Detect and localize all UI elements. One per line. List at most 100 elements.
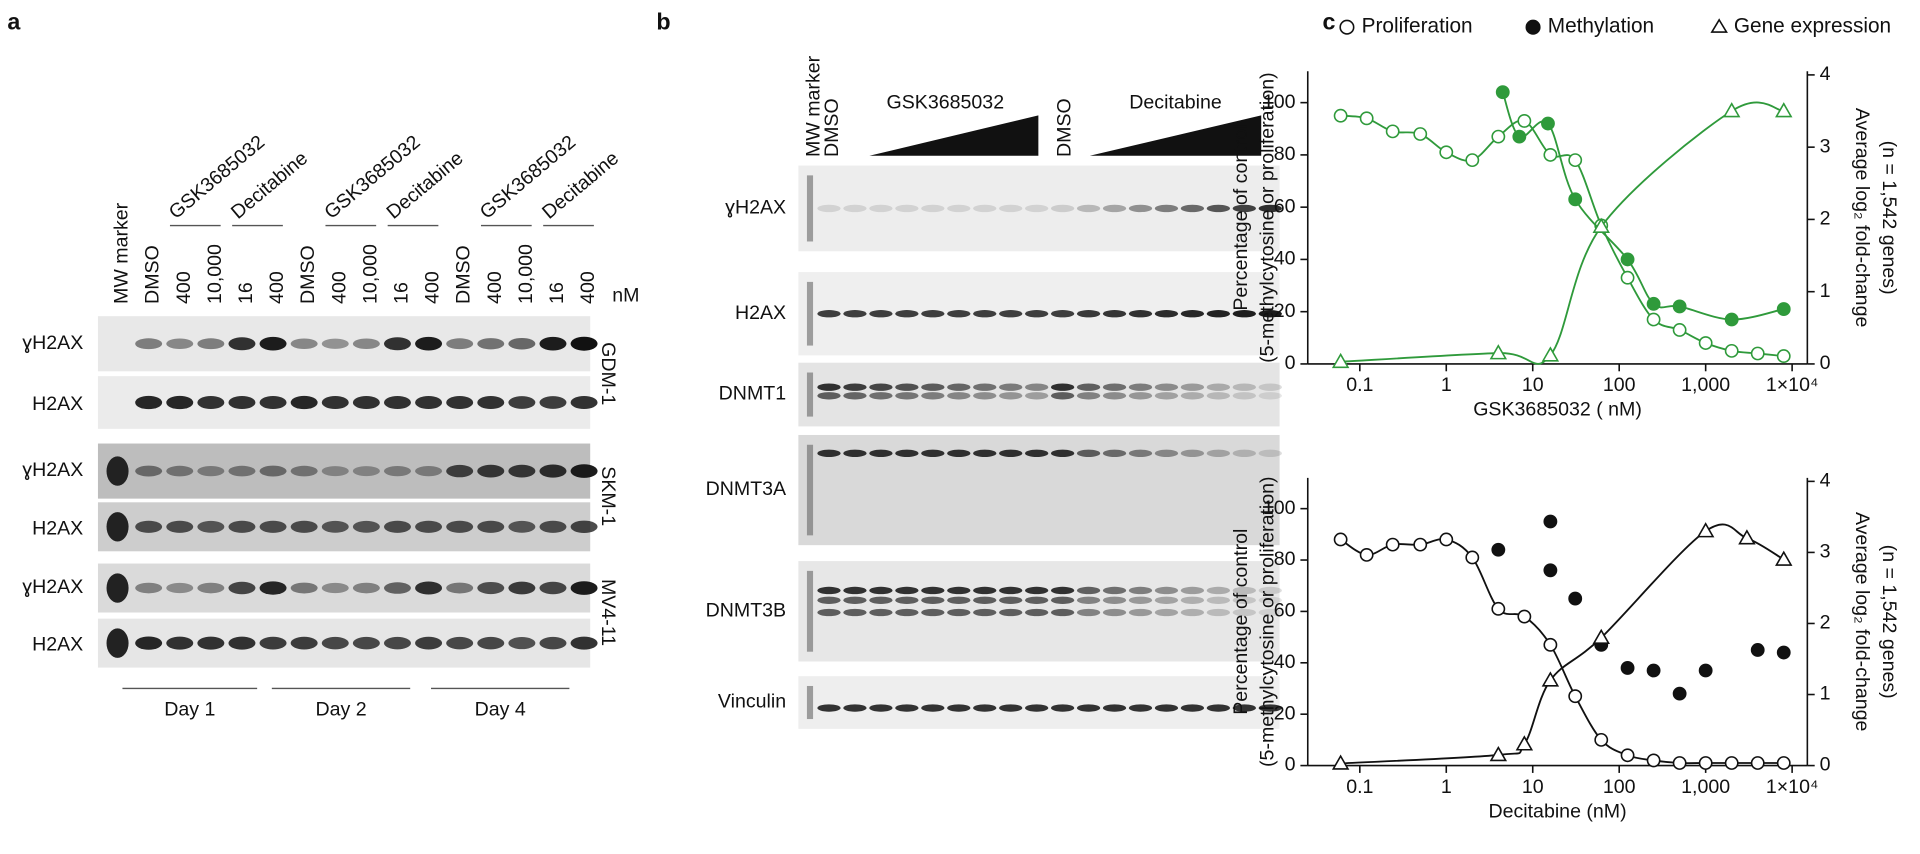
y-tick-label: 100 [1263, 91, 1296, 113]
y-tick-label: 60 [1274, 600, 1296, 622]
band [1025, 204, 1049, 213]
band [415, 636, 443, 650]
band [1154, 383, 1179, 391]
y2-tick-label: 2 [1820, 208, 1831, 230]
band [947, 449, 971, 457]
y2-tick-label: 1 [1820, 683, 1831, 705]
dose-wedge [1089, 115, 1262, 156]
band [1206, 586, 1230, 595]
band [1232, 449, 1256, 457]
point [1489, 344, 1508, 360]
legend-marker [1525, 19, 1541, 35]
series-line [1340, 538, 1784, 765]
band [384, 395, 411, 410]
point [1439, 532, 1454, 547]
band [477, 464, 505, 478]
band [1154, 608, 1179, 617]
y-tick-label: 80 [1274, 143, 1296, 165]
band [1076, 310, 1101, 318]
band [321, 338, 349, 349]
lane-label: 16 [546, 282, 568, 304]
band [1050, 586, 1075, 595]
point [1413, 127, 1428, 141]
day-label: Day 1 [164, 699, 215, 721]
point [1568, 591, 1583, 606]
band [1128, 204, 1153, 213]
band [973, 596, 997, 604]
band [1206, 704, 1230, 712]
point [1541, 346, 1560, 362]
band [895, 310, 919, 318]
y2-tick-label: 3 [1820, 541, 1831, 563]
point [1592, 217, 1610, 233]
x-tick-label: 100 [1603, 374, 1636, 396]
y-tick-label: 0 [1285, 352, 1296, 374]
band [999, 392, 1023, 400]
band [1180, 596, 1205, 604]
band [135, 636, 163, 650]
band [1050, 596, 1075, 604]
point [1672, 299, 1687, 314]
band [843, 310, 867, 318]
band [539, 464, 567, 478]
lane-label: 400 [266, 271, 288, 304]
band [1050, 704, 1075, 712]
lane-label: DMSO [1053, 98, 1075, 157]
lane-label: 400 [328, 271, 350, 304]
point [1333, 108, 1348, 123]
band [973, 586, 997, 595]
series-line [1340, 101, 1784, 365]
band [570, 395, 598, 410]
band [1050, 449, 1075, 457]
blot-background [97, 316, 591, 372]
x-tick-label: 1 [1441, 374, 1452, 396]
band [1258, 586, 1282, 595]
y-axis-label: Percentage of control [1230, 529, 1252, 715]
band [817, 449, 841, 457]
band [166, 582, 194, 594]
band [1206, 392, 1230, 400]
band [947, 392, 971, 400]
band [1180, 586, 1205, 595]
band [415, 465, 443, 477]
point [1465, 550, 1480, 565]
band [197, 520, 225, 533]
point [1568, 153, 1583, 168]
point [1698, 663, 1713, 678]
band [817, 310, 841, 318]
lane-label: DMSO [142, 245, 164, 304]
legend-marker [1339, 19, 1355, 35]
lane-label: 400 [577, 271, 599, 304]
band [973, 392, 997, 400]
band [843, 449, 867, 457]
point [1646, 296, 1661, 311]
lane-label: 10,000 [204, 244, 226, 304]
band [947, 704, 971, 712]
y2-axis-label: Average log₂ fold-change [1851, 512, 1873, 732]
band [290, 636, 318, 650]
band [508, 520, 536, 533]
band [259, 581, 287, 595]
band [973, 704, 997, 712]
band [1154, 310, 1179, 318]
y2-axis-label: (n = 1,542 genes) [1878, 545, 1900, 699]
band [166, 465, 194, 477]
row-label: DNMT1 [719, 383, 786, 405]
band [290, 465, 318, 477]
band [508, 337, 536, 350]
panel-label: c [1322, 9, 1335, 35]
band [1154, 449, 1179, 457]
row-label: ɣH2AX [22, 576, 83, 598]
x-tick-label: 1×10⁴ [1766, 374, 1819, 396]
band [869, 596, 893, 604]
band [1102, 586, 1127, 595]
band [1076, 204, 1101, 213]
band [228, 465, 256, 477]
point [1517, 114, 1532, 128]
blot-background [798, 676, 1280, 729]
band [1258, 204, 1282, 213]
point [1750, 643, 1765, 657]
band [1128, 383, 1153, 391]
point [1620, 252, 1635, 267]
lane-label: 400 [422, 271, 444, 304]
